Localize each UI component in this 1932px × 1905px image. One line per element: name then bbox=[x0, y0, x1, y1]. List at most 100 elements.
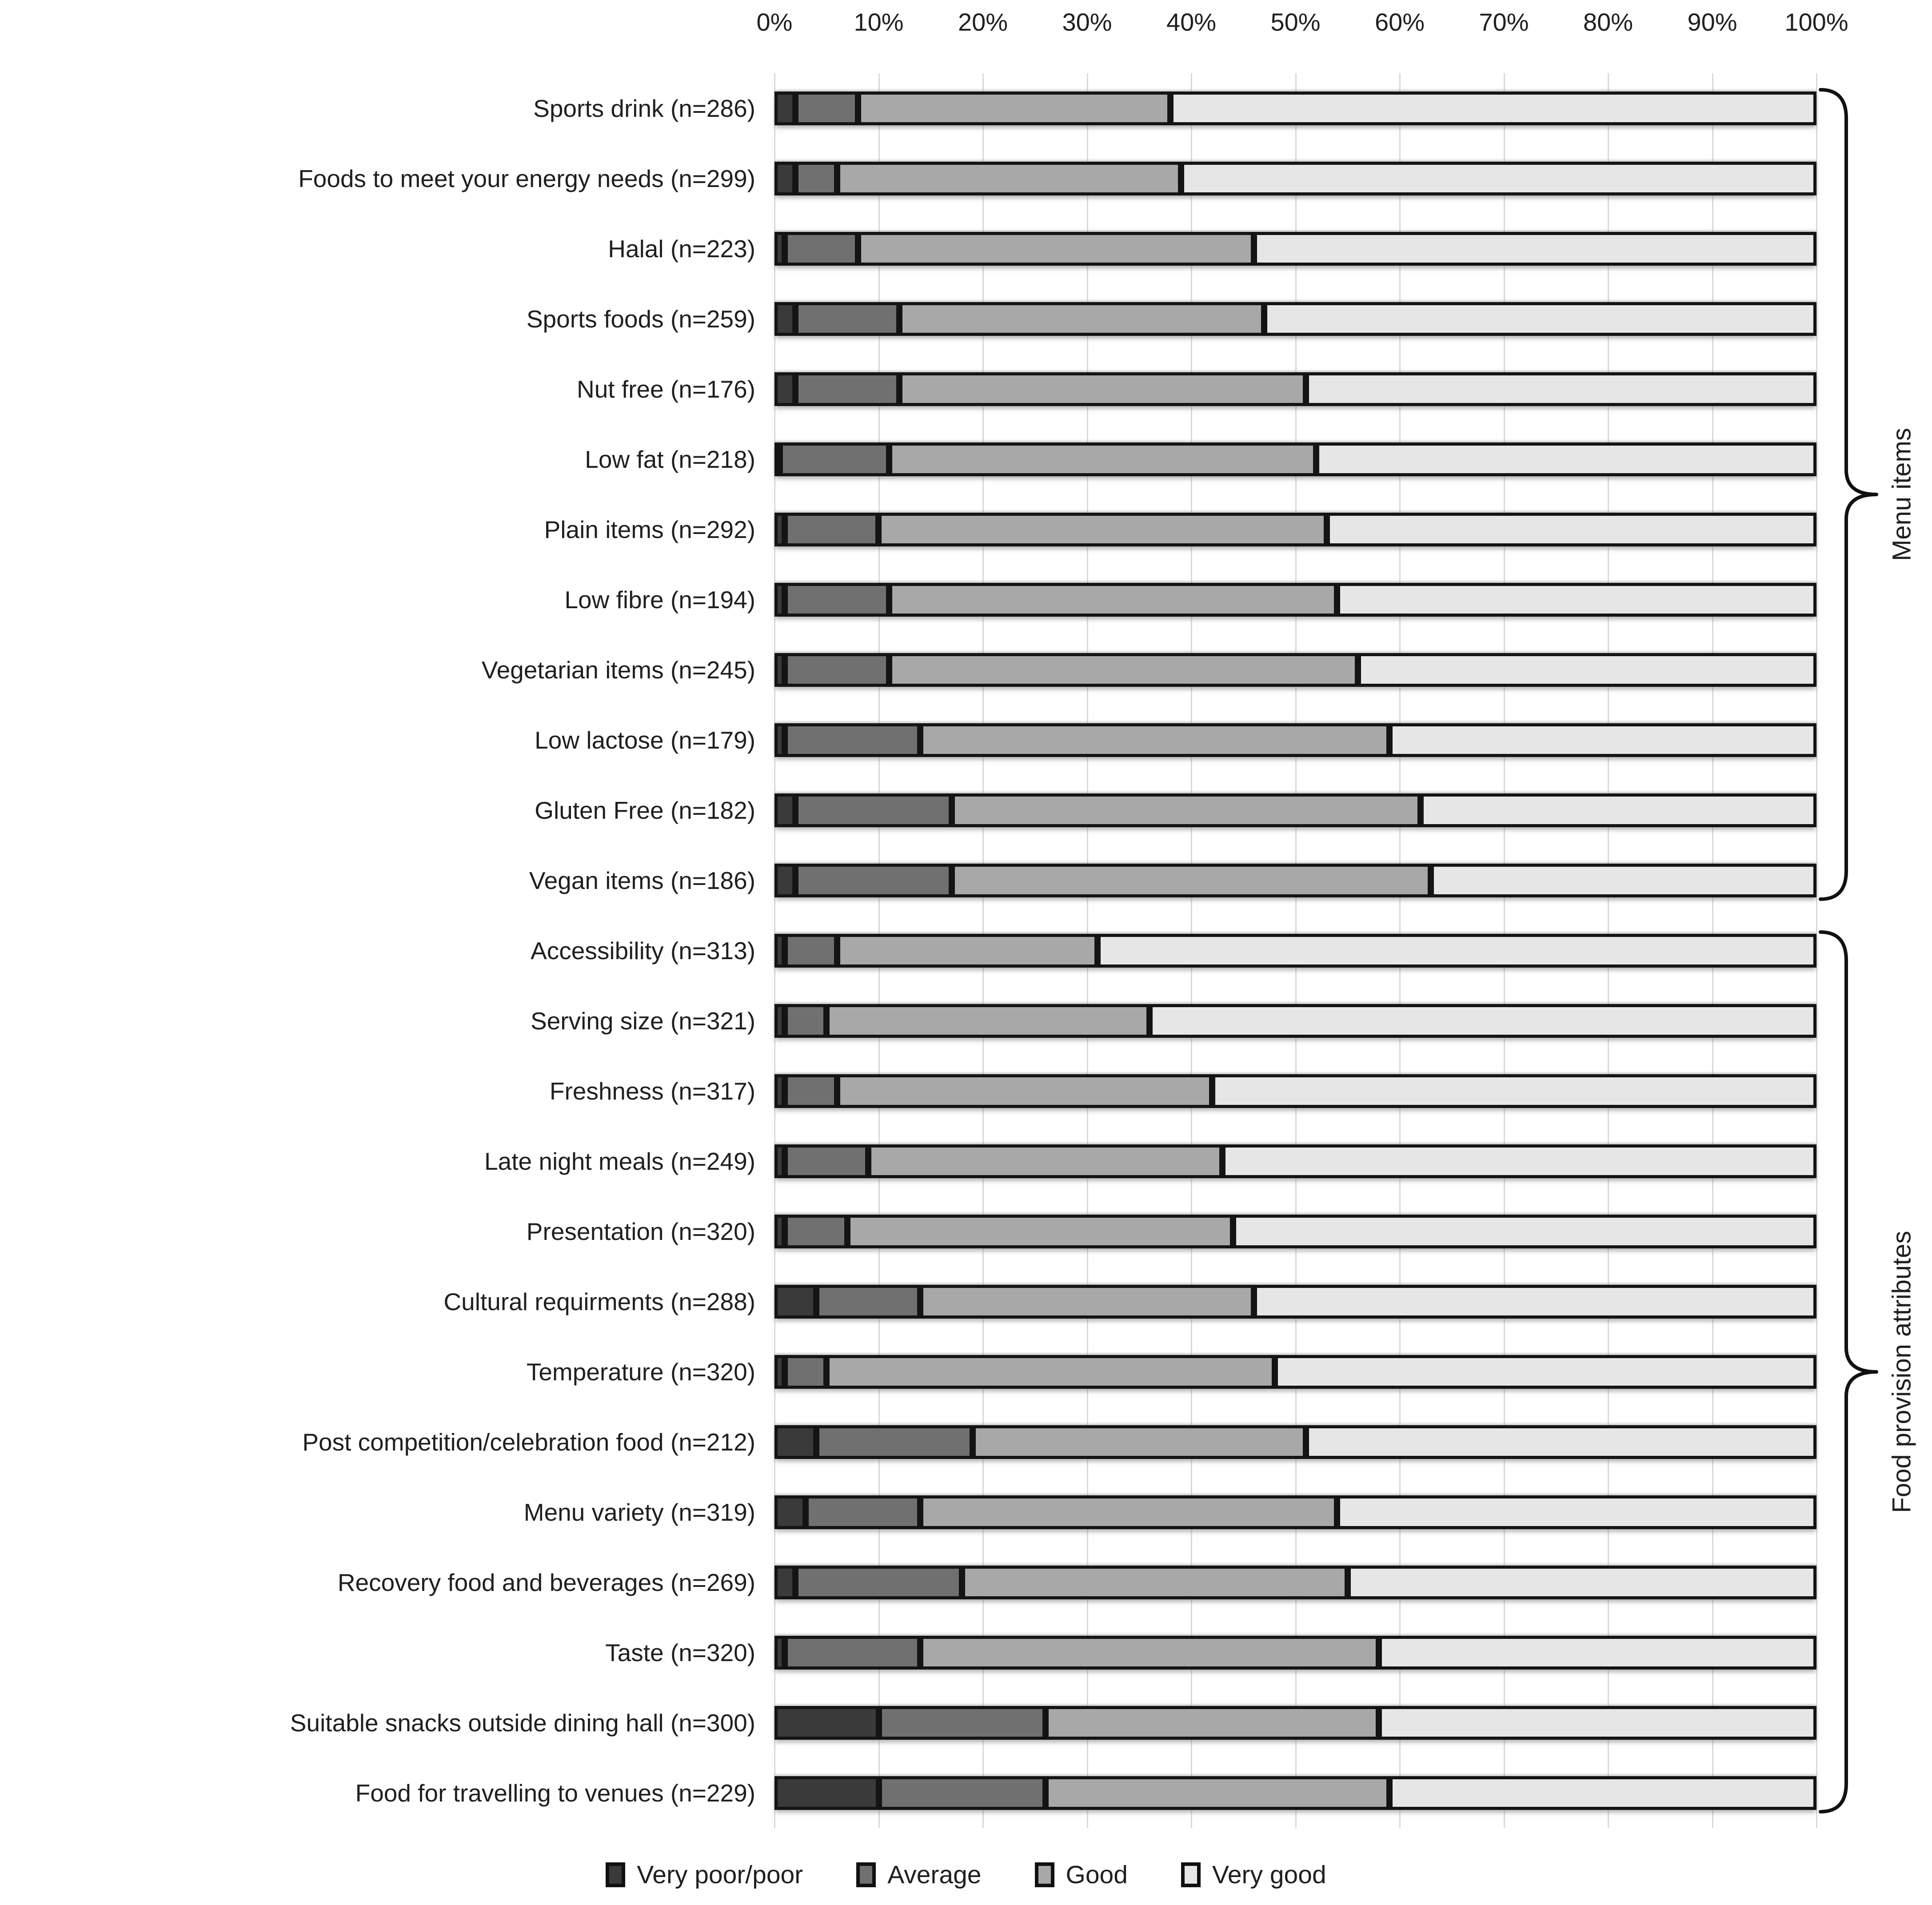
bar-segment bbox=[795, 1566, 962, 1599]
bar-segment bbox=[774, 1706, 879, 1740]
legend-item: Very poor/poor bbox=[606, 1860, 803, 1889]
bar-row bbox=[774, 1618, 1816, 1688]
bar-segment bbox=[878, 513, 1327, 546]
bar-segment bbox=[779, 442, 889, 476]
bar-segment bbox=[1358, 653, 1816, 687]
legend-swatch bbox=[1181, 1862, 1201, 1887]
bar-segment bbox=[774, 864, 795, 897]
stacked-bar bbox=[774, 1004, 1816, 1038]
bar-segment bbox=[889, 653, 1358, 687]
bar-segment bbox=[785, 583, 889, 617]
legend-label: Very poor/poor bbox=[637, 1861, 803, 1889]
bar-segment bbox=[774, 934, 785, 968]
bar-row bbox=[774, 565, 1816, 635]
x-tick-label: 0% bbox=[756, 8, 793, 36]
bar-segment bbox=[1212, 1074, 1816, 1108]
bar-segment bbox=[816, 1425, 973, 1459]
category-label: Cultural requirments (n=288) bbox=[443, 1288, 755, 1315]
bar-segment bbox=[785, 1144, 869, 1178]
stacked-bar bbox=[774, 1285, 1816, 1319]
stacked-bar bbox=[774, 864, 1816, 897]
bar-segment bbox=[1305, 1425, 1816, 1459]
bar-segment bbox=[774, 1636, 785, 1670]
legend: Very poor/poor Average Good Very good bbox=[0, 1853, 1932, 1897]
category-label: Vegan items (n=186) bbox=[529, 867, 755, 894]
bar-segment bbox=[878, 1776, 1046, 1810]
stacked-bar bbox=[774, 653, 1816, 687]
bar-segment bbox=[785, 1636, 921, 1670]
legend-item: Average bbox=[856, 1860, 982, 1889]
category-label: Plain items (n=292) bbox=[544, 516, 755, 543]
bar-segment bbox=[858, 232, 1254, 266]
curly-brace bbox=[1815, 929, 1882, 1814]
bar-segment bbox=[774, 653, 785, 687]
category-label: Food for travelling to venues (n=229) bbox=[355, 1779, 755, 1807]
bar-segment bbox=[774, 1144, 785, 1178]
legend-item: Very good bbox=[1181, 1860, 1326, 1889]
bar-segment bbox=[774, 1495, 806, 1529]
category-label: Nut free (n=176) bbox=[576, 375, 755, 403]
bar-row bbox=[774, 1337, 1816, 1407]
bar-segment bbox=[868, 1144, 1223, 1178]
bar-segment bbox=[1389, 1776, 1816, 1810]
bar-row bbox=[774, 1267, 1816, 1337]
bar-segment bbox=[847, 1215, 1233, 1248]
category-label: Low lactose (n=179) bbox=[535, 726, 755, 754]
bar-row bbox=[774, 705, 1816, 775]
bar-row bbox=[774, 916, 1816, 986]
category-label: Taste (n=320) bbox=[605, 1639, 755, 1666]
stacked-bar bbox=[774, 1636, 1816, 1670]
bar-segment bbox=[806, 1495, 921, 1529]
gridline bbox=[1816, 73, 1817, 1828]
bar-segment bbox=[785, 1074, 837, 1108]
bar-segment bbox=[774, 1004, 785, 1038]
brace-svg bbox=[1819, 88, 1878, 901]
bar-row bbox=[774, 424, 1816, 494]
bar-row bbox=[774, 1196, 1816, 1267]
bar-segment bbox=[1326, 513, 1816, 546]
x-tick-label: 80% bbox=[1583, 8, 1633, 36]
bar-segment bbox=[1379, 1706, 1816, 1740]
category-label: Serving size (n=321) bbox=[531, 1007, 755, 1035]
bar-segment bbox=[1305, 372, 1816, 406]
bar-segment bbox=[858, 92, 1171, 125]
bar-segment bbox=[795, 162, 837, 195]
category-label: Halal (n=223) bbox=[608, 235, 755, 263]
bar-segment bbox=[1316, 442, 1816, 476]
brace-svg bbox=[1819, 930, 1878, 1813]
x-tick-label: 20% bbox=[958, 8, 1008, 36]
bar-segment bbox=[951, 864, 1431, 897]
bar-segment bbox=[774, 1425, 816, 1459]
x-tick-label: 30% bbox=[1062, 8, 1112, 36]
bar-segment bbox=[920, 1285, 1254, 1319]
x-tick-label: 100% bbox=[1784, 8, 1848, 36]
bar-segment bbox=[826, 1004, 1150, 1038]
stacked-bar bbox=[774, 1495, 1816, 1529]
bar-segment bbox=[1097, 934, 1816, 968]
bar-segment bbox=[1347, 1566, 1816, 1599]
bar-row bbox=[774, 1056, 1816, 1126]
group-label: Food provision attributes bbox=[1887, 1231, 1916, 1513]
stacked-bar bbox=[774, 1425, 1816, 1459]
bar-segment bbox=[774, 442, 780, 476]
x-tick-label: 50% bbox=[1270, 8, 1321, 36]
bar-segment bbox=[889, 442, 1317, 476]
bar-segment bbox=[1337, 1495, 1816, 1529]
bar-segment bbox=[962, 1566, 1348, 1599]
bar-row bbox=[774, 1758, 1816, 1828]
bar-segment bbox=[795, 92, 858, 125]
bar-segment bbox=[774, 1355, 785, 1389]
stacked-bar bbox=[774, 1215, 1816, 1248]
category-label: Gluten Free (n=182) bbox=[535, 797, 755, 824]
category-label: Temperature (n=320) bbox=[526, 1358, 755, 1386]
bar-segment bbox=[795, 302, 900, 336]
bar-segment bbox=[1222, 1144, 1816, 1178]
bar-segment bbox=[774, 723, 785, 757]
bar-segment bbox=[837, 1074, 1212, 1108]
stacked-bar bbox=[774, 162, 1816, 195]
bar-segment bbox=[1420, 793, 1816, 827]
bar-segment bbox=[774, 1074, 785, 1108]
bar-row bbox=[774, 986, 1816, 1056]
stacked-bar bbox=[774, 1776, 1816, 1810]
bar-segment bbox=[972, 1425, 1306, 1459]
